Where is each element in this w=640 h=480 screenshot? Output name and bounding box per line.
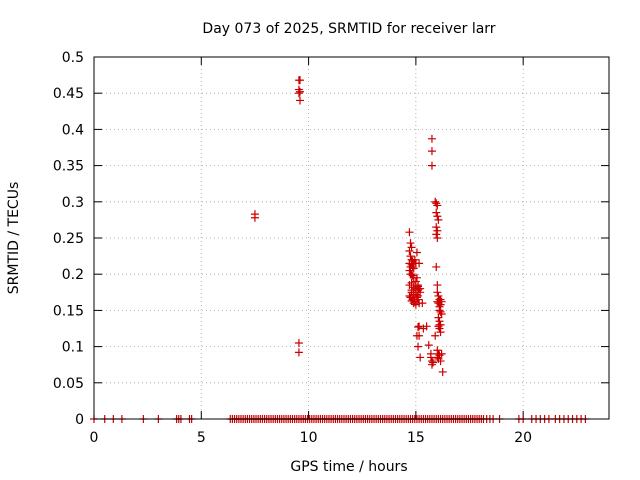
x-tick-label: 0 xyxy=(90,430,99,446)
data-point-plus-marker xyxy=(407,278,416,287)
data-point-plus-marker xyxy=(296,76,304,85)
data-point-plus-marker xyxy=(427,147,436,156)
data-point-plus-marker xyxy=(432,230,441,239)
y-axis-label: SRMTID / TECUs xyxy=(6,182,22,295)
data-point-plus-marker xyxy=(431,331,440,340)
data-point-plus-marker xyxy=(433,234,442,242)
data-point-plus-marker xyxy=(437,297,446,306)
data-point-plus-marker xyxy=(411,300,420,309)
data-point-plus-marker xyxy=(418,299,427,308)
y-tick-label: 0.15 xyxy=(53,303,84,319)
x-axis-label: GPS time / hours xyxy=(290,459,407,475)
data-point-plus-marker xyxy=(427,134,436,143)
data-points xyxy=(90,76,590,423)
data-point-plus-marker xyxy=(409,264,418,273)
data-point-plus-marker xyxy=(294,348,303,357)
data-point-plus-marker xyxy=(433,212,442,221)
data-point-plus-marker xyxy=(416,284,425,293)
data-point-plus-marker xyxy=(436,328,445,337)
data-point-plus-marker xyxy=(427,360,436,369)
data-point-plus-marker xyxy=(426,349,435,358)
y-tick-label: 0.25 xyxy=(53,231,84,247)
data-point-plus-marker xyxy=(435,306,444,315)
data-point-plus-marker xyxy=(415,259,424,268)
data-point-plus-marker xyxy=(432,199,441,208)
data-point-plus-marker xyxy=(407,270,416,279)
data-point-plus-marker xyxy=(432,223,441,232)
data-point-plus-marker xyxy=(414,282,423,291)
data-point-plus-marker xyxy=(405,228,414,237)
data-point-plus-marker xyxy=(438,367,447,376)
y-tick-label: 0.4 xyxy=(62,122,84,138)
data-point-plus-marker xyxy=(296,87,304,96)
x-tick-label: 20 xyxy=(514,430,532,446)
data-point-plus-marker xyxy=(422,322,431,331)
data-point-plus-marker xyxy=(433,226,442,235)
data-point-plus-marker xyxy=(432,208,441,217)
data-point-plus-marker xyxy=(436,307,445,316)
data-point-plus-marker xyxy=(433,281,442,290)
data-point-plus-marker xyxy=(296,96,304,105)
data-point-plus-marker xyxy=(433,288,442,297)
data-point-plus-marker xyxy=(436,357,445,366)
y-tick-label: 0 xyxy=(75,412,84,428)
y-tick-label: 0.5 xyxy=(62,50,84,66)
data-point-plus-marker xyxy=(407,288,416,297)
data-point-plus-marker xyxy=(432,262,441,271)
data-point-plus-marker xyxy=(415,322,424,331)
data-point-plus-marker xyxy=(433,346,442,355)
data-point-plus-marker xyxy=(424,341,433,350)
data-point-plus-marker xyxy=(434,322,443,331)
data-point-plus-marker xyxy=(405,247,414,256)
data-point-plus-marker xyxy=(294,338,303,347)
data-point-plus-marker xyxy=(294,89,303,98)
y-tick-label: 0.45 xyxy=(53,86,84,102)
data-point-plus-marker xyxy=(414,295,423,304)
data-point-plus-marker xyxy=(406,252,415,261)
data-point-plus-marker xyxy=(433,201,442,210)
data-point-plus-marker xyxy=(434,313,443,322)
data-point-plus-marker xyxy=(435,351,444,360)
x-tick-label: 10 xyxy=(300,430,318,446)
data-point-plus-marker xyxy=(406,239,415,248)
data-point-plus-marker xyxy=(427,161,436,170)
data-point-plus-marker xyxy=(410,255,419,264)
data-point-plus-marker xyxy=(435,320,444,329)
data-point-plus-marker xyxy=(416,353,425,362)
plot-frame xyxy=(93,56,610,420)
x-tick-label: 5 xyxy=(197,430,206,446)
tick-layer: 0 0.05 0.1 0.15 0.2 0.25 0.3 0.35 0.4 0.45 0.5 0 5 10… xyxy=(53,50,609,446)
data-point-plus-marker xyxy=(407,243,416,252)
data-point-plus-marker xyxy=(414,323,423,332)
data-point-plus-marker xyxy=(412,248,421,257)
data-point-plus-marker xyxy=(412,273,421,282)
y-tick-label: 0.35 xyxy=(53,159,84,175)
data-point-plus-marker xyxy=(434,215,443,224)
y-tick-label: 0.1 xyxy=(62,340,84,356)
data-point-plus-marker xyxy=(431,197,440,206)
chart-title: Day 073 of 2025, SRMTID for receiver lar… xyxy=(202,21,495,37)
grid-layer xyxy=(94,57,609,419)
data-point-plus-marker xyxy=(409,291,418,300)
y-tick-label: 0.3 xyxy=(62,195,84,211)
data-point-plus-marker xyxy=(415,331,424,340)
y-tick-label: 0.05 xyxy=(53,376,84,392)
data-point-plus-marker xyxy=(414,342,423,351)
data-point-plus-marker xyxy=(250,213,259,222)
x-tick-label: 15 xyxy=(407,430,425,446)
y-tick-label: 0.2 xyxy=(62,267,84,283)
data-point-plus-marker xyxy=(429,358,438,367)
